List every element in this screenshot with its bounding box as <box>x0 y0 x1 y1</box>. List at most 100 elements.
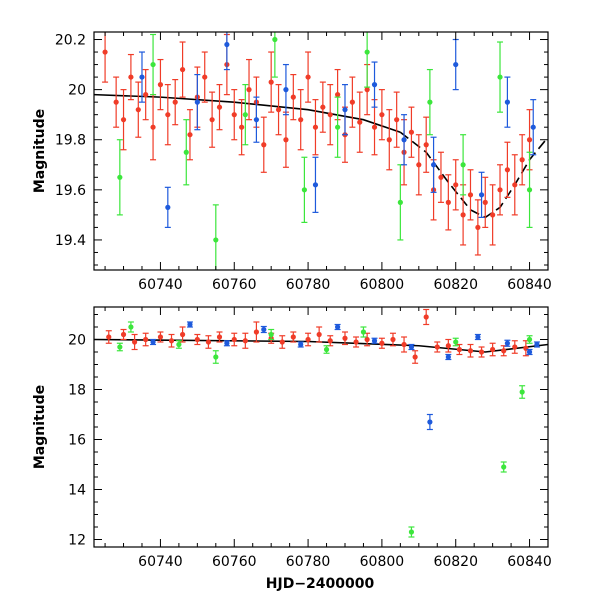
data-point-green <box>334 96 341 158</box>
data-point-red <box>297 89 304 151</box>
data-point-red <box>172 78 179 126</box>
series-blue <box>150 321 540 431</box>
data-point-blue <box>223 32 230 71</box>
data-point-red <box>356 91 363 153</box>
data-point-red <box>371 99 378 156</box>
data-point-blue <box>430 136 437 193</box>
data-point-green <box>426 68 433 136</box>
series-blue <box>138 32 537 229</box>
data-point-red <box>102 32 109 83</box>
data-point-red <box>164 84 171 146</box>
data-point-red <box>412 350 419 364</box>
data-point-red <box>319 81 326 133</box>
data-point-red <box>511 340 518 354</box>
x-tick-label: 60780 <box>286 554 331 570</box>
data-point-red <box>201 51 208 103</box>
data-point-green <box>268 328 275 341</box>
y-tick-label: 14 <box>68 483 86 499</box>
data-point-red <box>135 81 142 138</box>
data-point-red <box>327 335 334 347</box>
data-point-red <box>142 332 149 347</box>
data-point-blue <box>504 339 511 347</box>
data-point-red <box>389 332 396 347</box>
data-point-green <box>526 335 533 344</box>
data-point-green <box>301 156 308 223</box>
data-point-green <box>323 345 330 354</box>
data-point-red <box>401 336 408 353</box>
data-point-red <box>186 109 193 161</box>
x-axis-label: HJD−2400000 <box>266 576 375 592</box>
top-panel: 60740 60760 60780 60800 60820 60840 19.4 19.6 19… <box>32 31 552 293</box>
series-green <box>116 32 533 270</box>
data-point-red <box>511 154 518 216</box>
plot-area <box>94 32 548 270</box>
data-point-red <box>497 164 504 216</box>
data-point-red <box>305 332 312 347</box>
data-point-red <box>312 99 319 156</box>
data-point-blue <box>297 341 304 348</box>
y-axis-label: Magnitude <box>32 385 48 469</box>
data-point-red <box>489 342 496 357</box>
data-point-blue <box>312 156 319 213</box>
data-point-blue <box>452 38 459 91</box>
data-point-red <box>253 321 260 343</box>
data-point-blue <box>401 114 408 166</box>
data-point-red <box>415 134 422 196</box>
fit-curve-dashed <box>399 131 548 219</box>
data-point-blue <box>186 321 193 328</box>
data-point-red <box>231 89 238 141</box>
y-tick-label: 19.6 <box>55 183 86 199</box>
data-point-red <box>290 331 297 343</box>
data-point-green <box>212 204 219 270</box>
data-point-red <box>445 338 452 353</box>
data-point-red <box>275 84 282 136</box>
data-point-green <box>500 461 507 473</box>
data-point-red <box>179 41 186 98</box>
data-point-blue <box>138 51 145 103</box>
data-point-red <box>246 58 253 121</box>
y-tick-label: 12 <box>68 533 86 549</box>
data-point-red <box>467 169 474 221</box>
data-point-red <box>216 331 223 343</box>
data-point-blue <box>341 84 348 136</box>
data-point-green <box>364 32 371 88</box>
data-point-red <box>260 116 267 173</box>
y-tick-label: 20 <box>68 333 86 349</box>
x-tick-label: 60760 <box>212 277 257 293</box>
data-point-red <box>168 333 175 348</box>
plot-frame <box>93 306 549 548</box>
data-point-green <box>519 385 526 399</box>
data-point-red <box>386 109 393 171</box>
data-point-red <box>434 341 441 353</box>
data-point-red <box>500 345 507 357</box>
data-point-blue <box>445 353 452 361</box>
plot-area <box>94 308 548 538</box>
data-point-blue <box>164 186 171 229</box>
data-point-blue <box>150 338 157 346</box>
y-axis-label: Magnitude <box>32 109 48 193</box>
data-point-green <box>127 321 134 333</box>
data-point-red <box>290 73 297 121</box>
data-point-blue <box>474 333 481 341</box>
y-tick-label: 19.8 <box>55 133 86 149</box>
data-point-red <box>268 51 275 113</box>
data-point-green <box>212 350 219 364</box>
data-point-green <box>116 342 123 352</box>
x-tick-label: 60820 <box>433 277 478 293</box>
data-point-blue <box>253 96 260 143</box>
x-tick-label: 60820 <box>433 554 478 570</box>
data-point-red <box>423 116 430 173</box>
data-point-blue <box>530 99 537 156</box>
y-tick-label: 20.2 <box>55 33 86 49</box>
data-point-red <box>378 337 385 349</box>
plot-frame <box>93 31 549 271</box>
data-point-green <box>175 340 182 349</box>
data-point-red <box>179 326 186 343</box>
data-point-red <box>445 174 452 231</box>
x-tick-label: 60740 <box>138 554 183 570</box>
y-tick-label: 19.4 <box>55 233 86 249</box>
data-point-red <box>120 328 127 341</box>
data-point-blue <box>223 340 230 347</box>
data-point-green <box>183 119 190 186</box>
data-point-red <box>327 84 334 146</box>
